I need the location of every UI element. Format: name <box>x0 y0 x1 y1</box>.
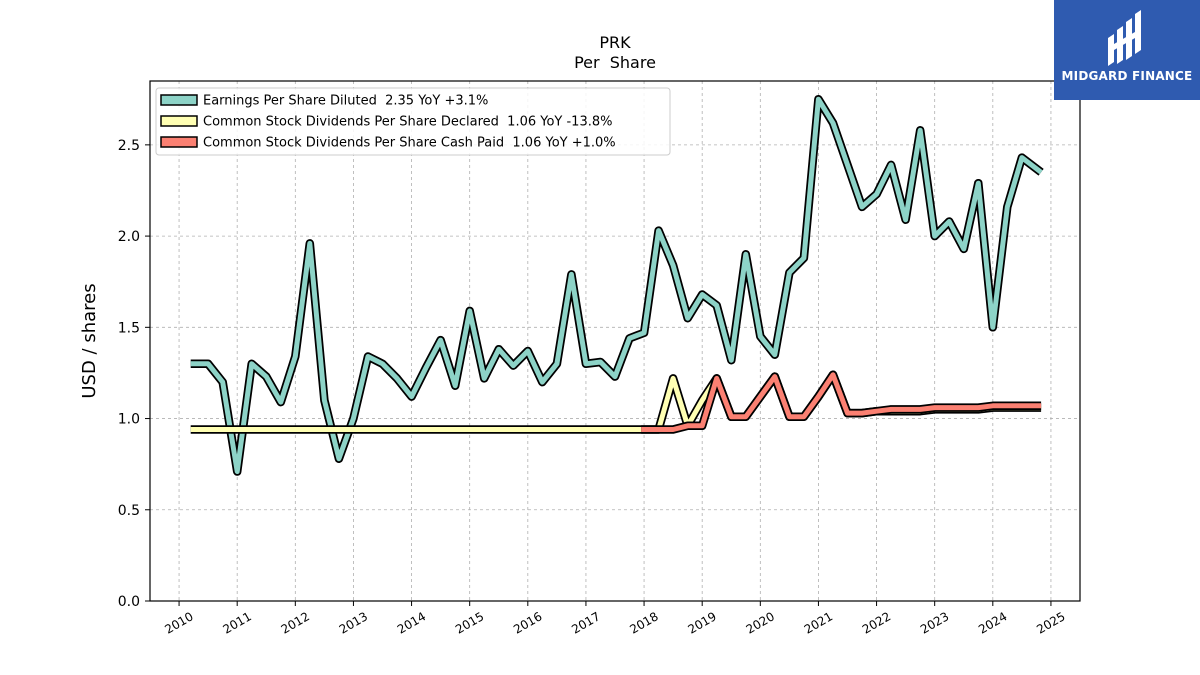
x-tick-label: 2018 <box>627 609 660 636</box>
legend-label: Common Stock Dividends Per Share Cash Pa… <box>203 136 616 151</box>
x-tick-label: 2025 <box>1034 609 1067 636</box>
grid <box>150 81 1080 602</box>
x-tick-label: 2016 <box>511 609 544 636</box>
x-tick-label: 2017 <box>569 609 602 636</box>
x-tick-label: 2023 <box>918 609 951 636</box>
legend: Earnings Per Share Diluted 2.35 YoY +3.1… <box>155 87 671 156</box>
legend-swatch <box>160 115 198 127</box>
x-axis: 2010 2011 2012 2013 2014 2015 2016 2017 2018 2019… <box>162 601 1068 637</box>
x-tick-label: 2022 <box>860 609 893 636</box>
legend-swatch <box>160 136 198 148</box>
legend-label: Common Stock Dividends Per Share Declare… <box>203 115 612 130</box>
series-line <box>190 96 1043 474</box>
legend-box <box>155 87 671 156</box>
x-tick-label: 2024 <box>976 609 1009 636</box>
legend-swatch <box>160 94 198 106</box>
legend-item: Common Stock Dividends Per Share Declare… <box>160 115 612 130</box>
y-tick-label: 2.5 <box>118 138 140 154</box>
series-common-stock-dividends-per-share-declared <box>190 370 1042 434</box>
x-tick-label: 2012 <box>279 609 312 636</box>
series-earnings-per-share-diluted <box>190 94 1044 476</box>
y-tick-label: 0.0 <box>118 594 140 610</box>
legend-item: Earnings Per Share Diluted 2.35 YoY +3.1… <box>160 94 488 109</box>
x-tick-label: 2020 <box>744 609 777 636</box>
logo-icon <box>1108 10 1141 66</box>
x-tick-label: 2015 <box>453 609 486 636</box>
plot-frame <box>149 80 1081 602</box>
x-tick-label: 2014 <box>395 609 428 636</box>
logo-text: MIDGARD FINANCE <box>1061 69 1193 83</box>
series-line <box>641 372 1042 432</box>
series-line-outline <box>190 370 1042 434</box>
series-group <box>190 94 1044 476</box>
x-tick-label: 2010 <box>162 609 195 636</box>
legend-item: Common Stock Dividends Per Share Cash Pa… <box>160 136 616 151</box>
logo: MIDGARD FINANCE <box>1054 0 1200 100</box>
x-tick-label: 2011 <box>220 609 253 636</box>
chart-title: PRK <box>599 33 631 52</box>
x-tick-label: 2013 <box>337 609 370 636</box>
chart-subtitle: Per Share <box>574 53 656 72</box>
y-tick-label: 0.5 <box>118 503 140 519</box>
y-tick-label: 1.5 <box>118 320 140 336</box>
y-tick-label: 2.0 <box>118 229 140 245</box>
series-line <box>190 372 1042 432</box>
legend-label: Earnings Per Share Diluted 2.35 YoY +3.1… <box>203 94 488 109</box>
y-axis: 0.0 0.5 1.0 1.5 2.0 2.5 <box>118 138 150 610</box>
series-common-stock-dividends-per-share-cash-paid <box>641 370 1042 434</box>
y-tick-label: 1.0 <box>118 412 140 428</box>
x-tick-label: 2021 <box>802 609 835 636</box>
x-tick-label: 2019 <box>685 609 718 636</box>
y-axis-label: USD / shares <box>79 283 100 398</box>
